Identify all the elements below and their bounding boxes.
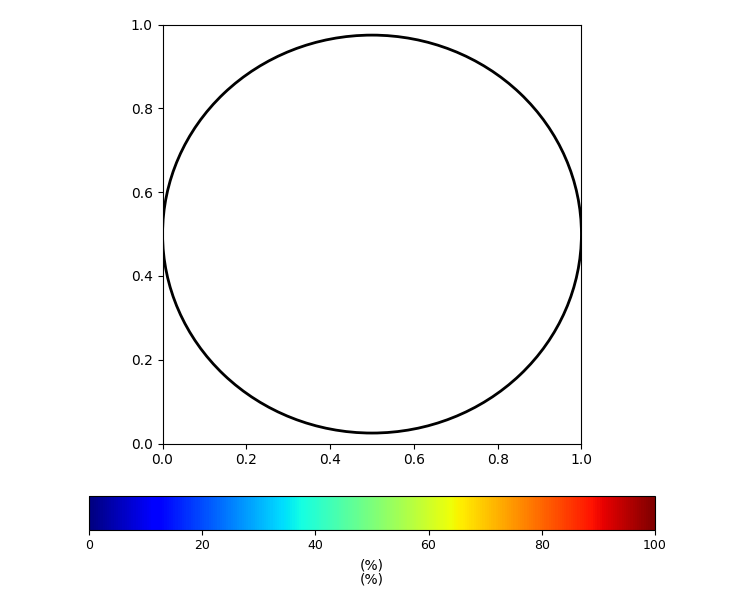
X-axis label: (%): (%)	[360, 558, 384, 572]
Text: (%): (%)	[360, 572, 384, 586]
